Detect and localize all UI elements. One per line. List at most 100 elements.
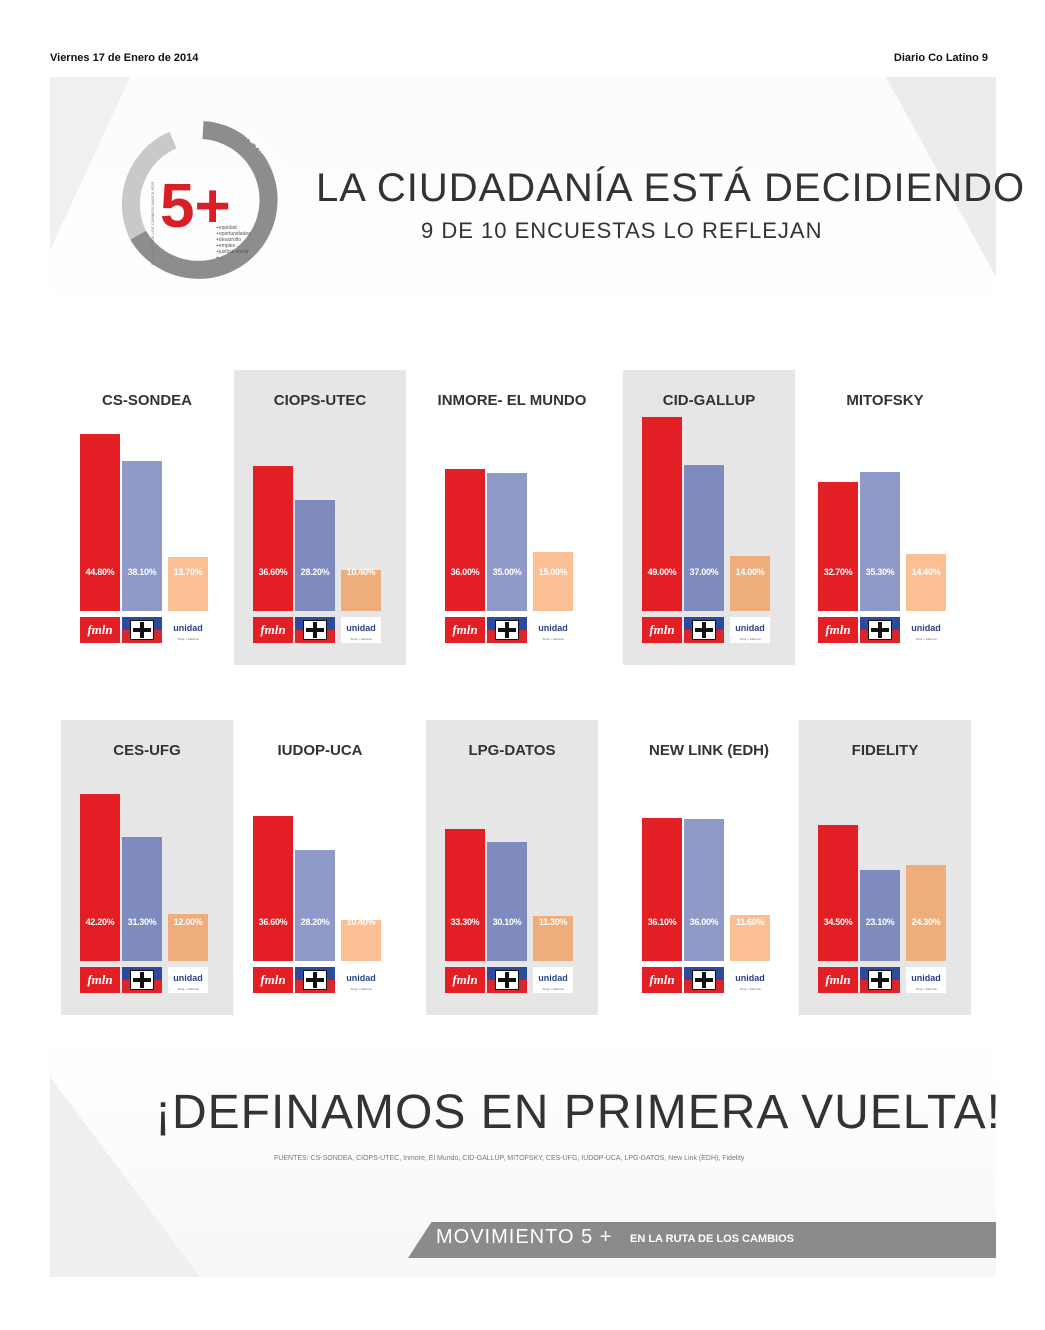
fmln-party-logo: fmln	[642, 967, 682, 993]
arena-cross-icon	[130, 620, 154, 640]
poll-card: CID-GALLUP 49.00% fmln 37.00% 14.00% unidad To…	[623, 370, 795, 665]
unidad-name: unidad	[173, 623, 203, 633]
bar-value-label: 44.80%	[85, 567, 115, 577]
footer-movimiento: MOVIMIENTO 5 +	[436, 1226, 613, 1248]
bar-value-label: 36.60%	[258, 567, 288, 577]
unidad-subtitle: Tony + Zamora	[739, 987, 761, 991]
bar-value-label: 13.70%	[173, 567, 203, 577]
bar-value-label: 32.70%	[823, 567, 853, 577]
unidad-name: unidad	[735, 623, 765, 633]
bar-fmln: 36.00%	[445, 468, 485, 611]
bar-value-label: 34.50%	[823, 917, 853, 927]
unidad-name: unidad	[911, 623, 941, 633]
page-title: LA CIUDADANÍA ESTÁ DECIDIENDO	[316, 166, 1026, 210]
poll-title: FIDELITY	[851, 742, 919, 759]
unidad-party-logo: unidad Tony + Zamora	[168, 617, 208, 643]
arena-party-logo	[860, 967, 900, 993]
bar-value-label: 36.00%	[689, 917, 719, 927]
poll-title: CS-SONDEA	[101, 392, 192, 409]
bar-fmln: 36.60%	[253, 466, 293, 611]
logo-number: 5+	[160, 172, 231, 241]
page-subtitle: 9 DE 10 ENCUESTAS LO REFLEJAN	[421, 218, 823, 243]
footer-banner	[408, 1222, 996, 1258]
bar-value-label: 11.60%	[735, 917, 765, 927]
bar-value-label: 31.30%	[127, 917, 157, 927]
bar-value-label: 28.20%	[300, 567, 330, 577]
logo-item: +desarrollo	[216, 237, 241, 243]
bar-value-label: 36.00%	[450, 567, 480, 577]
unidad-name: unidad	[346, 623, 376, 633]
poll-card: MITOFSKY 32.70% fmln 35.30% 14.40% unidad Tony…	[799, 370, 971, 665]
unidad-subtitle: Tony + Zamora	[177, 987, 199, 991]
bar-arena: 37.00%	[684, 464, 724, 611]
bar-value-label: 42.20%	[85, 917, 115, 927]
bar-unidad: 12.00%	[168, 913, 208, 961]
bar-fmln: 42.20%	[80, 794, 120, 961]
bar-arena: 36.00%	[684, 818, 724, 961]
logo-item: +justicia social	[216, 249, 248, 255]
bar-unidad: 24.30%	[906, 865, 946, 961]
arena-cross-icon	[130, 970, 154, 990]
arena-party-logo	[295, 967, 335, 993]
bar-unidad: 14.40%	[906, 554, 946, 611]
bar-arena: 28.20%	[295, 849, 335, 961]
bar-fmln: 36.60%	[253, 816, 293, 961]
unidad-name: unidad	[735, 973, 765, 983]
footer-tagline: EN LA RUTA DE LOS CAMBIOS	[630, 1233, 794, 1245]
unidad-party-logo: unidad Tony + Zamora	[168, 967, 208, 993]
bar-arena: 30.10%	[487, 842, 527, 961]
unidad-party-logo: unidad Tony + Zamora	[730, 617, 770, 643]
bar-value-label: 38.10%	[127, 567, 157, 577]
logo-item: +oportunidades	[216, 231, 251, 237]
bar-value-label: 15.00%	[538, 567, 568, 577]
bar-value-label: 12.00%	[173, 917, 203, 927]
poll-card: CES-UFG 42.20% fmln 31.30% 12.00% unidad Tony …	[61, 720, 233, 1015]
fmln-party-logo: fmln	[253, 967, 293, 993]
logo-items: +equidad +oportunidades +desarrollo +emp…	[216, 225, 251, 261]
arena-cross-icon	[495, 970, 519, 990]
arena-party-logo	[487, 967, 527, 993]
bar-fmln: 49.00%	[642, 417, 682, 611]
bar-value-label: 24.30%	[911, 917, 941, 927]
fmln-party-logo: fmln	[445, 617, 485, 643]
arena-cross-icon	[303, 620, 327, 640]
unidad-subtitle: Tony + Zamora	[350, 637, 372, 641]
bar-value-label: 10.40%	[346, 917, 376, 927]
fmln-party-logo: fmln	[80, 617, 120, 643]
unidad-subtitle: Tony + Zamora	[350, 987, 372, 991]
poll-title: INMORE- EL MUNDO	[437, 392, 587, 409]
bar-value-label: 30.10%	[492, 917, 522, 927]
unidad-party-logo: unidad Tony + Zamora	[341, 617, 381, 643]
logo-item: +...	[216, 255, 223, 261]
bar-value-label: 36.60%	[258, 917, 288, 927]
fmln-party-logo: fmln	[253, 617, 293, 643]
header-date: Viernes 17 de Enero de 2014	[50, 52, 199, 64]
fmln-party-logo: fmln	[642, 617, 682, 643]
poll-card: FIDELITY 34.50% fmln 23.10% 24.30% unidad Tony…	[799, 720, 971, 1015]
logo-ring	[130, 121, 278, 279]
unidad-party-logo: unidad Tony + Zamora	[906, 967, 946, 993]
unidad-name: unidad	[538, 973, 568, 983]
bar-unidad: 11.60%	[730, 915, 770, 961]
fmln-party-logo: fmln	[818, 967, 858, 993]
unidad-name: unidad	[346, 973, 376, 983]
poll-card: LPG-DATOS 33.30% fmln 30.10% 11.30% unidad Ton…	[426, 720, 598, 1015]
poll-title: MITOFSKY	[846, 392, 924, 409]
bar-arena: 31.30%	[122, 837, 162, 961]
unidad-subtitle: Tony + Zamora	[542, 987, 564, 991]
unidad-subtitle: Tony + Zamora	[177, 637, 199, 641]
bar-fmln: 33.30%	[445, 829, 485, 961]
logo-item: +equidad	[216, 225, 237, 231]
arena-party-logo	[487, 617, 527, 643]
bar-arena: 35.00%	[487, 472, 527, 611]
bar-value-label: 35.00%	[492, 567, 522, 577]
poll-card: NEW LINK (EDH) 36.10% fmln 36.00% 11.60% unid…	[623, 720, 795, 1015]
arena-party-logo	[860, 617, 900, 643]
bar-value-label: 36.10%	[647, 917, 677, 927]
bar-arena: 23.10%	[860, 869, 900, 961]
logo-side-text: EN LA RUTA DE LOS CAMBIOS MARCA POR	[150, 182, 155, 265]
poll-title: CIOPS-UTEC	[273, 392, 367, 409]
bar-unidad: 11.30%	[533, 916, 573, 961]
bar-value-label: 14.00%	[735, 567, 765, 577]
arena-cross-icon	[692, 970, 716, 990]
